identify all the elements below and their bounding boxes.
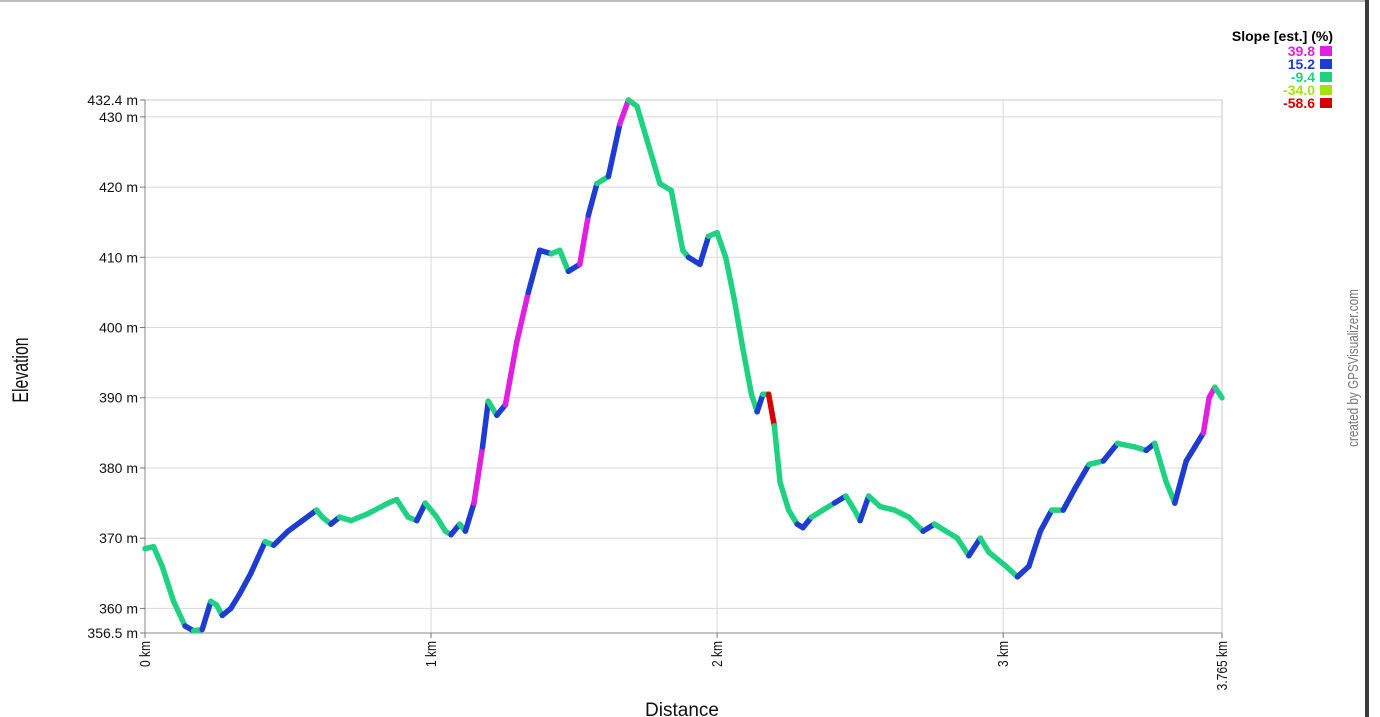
profile-segment: [236, 570, 254, 598]
profile-segment: [170, 598, 188, 629]
legend-entry-swatch: [1320, 59, 1332, 69]
profile-segment: [954, 535, 972, 559]
y-tick-label: 420 m: [99, 179, 138, 195]
profile-segment: [754, 391, 766, 415]
profile-segment: [857, 493, 872, 524]
profile-segment: [668, 187, 686, 254]
profile-segment: [645, 142, 663, 187]
profile-segment: [577, 212, 592, 268]
y-tick-label: 390 m: [99, 390, 138, 406]
x-tick-label: 2 km: [709, 641, 726, 667]
profile-segment: [525, 247, 543, 296]
y-axis-label: Elevation: [10, 337, 34, 402]
y-tick-label: 356.5 m: [87, 625, 138, 641]
plot-frame: [144, 99, 1223, 634]
elevation-series: [142, 97, 1225, 634]
y-tick-label: 400 m: [99, 320, 138, 336]
x-tick-label: 0 km: [137, 641, 154, 667]
legend-entry-label: -58.6: [1283, 95, 1315, 111]
slope-legend: Slope [est.] (%) 39.815.2-9.4-34.0-58.6: [1232, 28, 1333, 111]
legend-entry-label: -34.0: [1283, 82, 1315, 98]
profile-segment: [285, 517, 306, 534]
x-tick-label: 3.765 km: [1214, 641, 1231, 690]
y-tick-label: 430 m: [99, 109, 138, 125]
profile-segment: [422, 500, 440, 520]
profile-segment: [1100, 440, 1121, 464]
profile-segment: [414, 500, 429, 524]
profile-segment: [1172, 458, 1189, 506]
legend-entry-label: -9.4: [1291, 69, 1315, 85]
profile-segment: [1114, 440, 1138, 450]
profile-segment: [479, 398, 492, 450]
profile-segment: [722, 254, 738, 303]
legend-title: Slope [est.] (%): [1232, 28, 1333, 44]
plot-grid: [145, 100, 1222, 633]
legend-entry-swatch: [1320, 98, 1332, 108]
profile-segment: [617, 97, 632, 127]
y-tick-label: 380 m: [99, 460, 138, 476]
profile-segment: [365, 500, 391, 517]
legend-entry-label: 39.8: [1288, 43, 1315, 59]
profile-segment: [159, 563, 177, 605]
x-axis-ticks: 0 km 1 km 2 km 3 km 3.765 km: [137, 633, 1231, 690]
profile-segment: [906, 514, 926, 534]
y-tick-label: 432.4 m: [87, 92, 138, 108]
y-tick-label: 410 m: [99, 249, 138, 265]
profile-segment: [777, 479, 792, 513]
legend-entry-swatch: [1320, 72, 1332, 82]
y-axis-ticks: 356.5 m 360 m 370 m 380 m 390 m 400 m 410 m 420…: [87, 92, 145, 641]
profile-segment: [1060, 486, 1078, 513]
profile-segment: [771, 423, 783, 485]
profile-segment: [1212, 384, 1225, 401]
profile-segment: [299, 507, 320, 524]
profile-segment: [462, 500, 477, 534]
profile-segment: [471, 444, 486, 506]
profile-segment: [199, 598, 214, 633]
legend-entry-label: 15.2: [1288, 56, 1315, 72]
profile-segment: [1071, 461, 1092, 492]
profile-segment: [585, 180, 600, 218]
x-tick-label: 3 km: [995, 641, 1012, 667]
profile-segment: [697, 233, 712, 268]
x-tick-label: 1 km: [423, 641, 440, 667]
profile-segment: [1200, 394, 1212, 436]
legend-entry-swatch: [1320, 85, 1332, 95]
profile-segment: [740, 345, 755, 397]
legend-entries: 39.815.2-9.4-34.0-58.6: [1283, 43, 1332, 111]
top-border: [0, 0, 1365, 2]
profile-segment: [765, 391, 778, 429]
profile-segment: [966, 535, 984, 559]
profile-segment: [634, 103, 652, 148]
profile-segment: [1152, 440, 1169, 485]
profile-segment: [1037, 507, 1055, 534]
y-tick-label: 360 m: [99, 600, 138, 616]
x-axis-label: Distance: [645, 700, 719, 717]
profile-segment: [150, 543, 165, 570]
profile-segment: [248, 538, 268, 577]
profile-segment: [270, 528, 291, 548]
profile-segment: [557, 247, 572, 275]
y-tick-label: 370 m: [99, 530, 138, 546]
profile-segment: [714, 229, 729, 261]
profile-segment: [605, 121, 623, 180]
profile-segment: [1026, 528, 1044, 570]
right-border: [1365, 0, 1369, 717]
profile-segment: [731, 296, 746, 352]
profile-segment: [393, 496, 411, 520]
profile-segment: [502, 338, 520, 408]
legend-entry-swatch: [1320, 46, 1332, 56]
credit-text: created by GPSVisualizer.com: [1345, 289, 1362, 447]
profile-segment: [348, 510, 371, 524]
profile-segment: [514, 289, 532, 345]
